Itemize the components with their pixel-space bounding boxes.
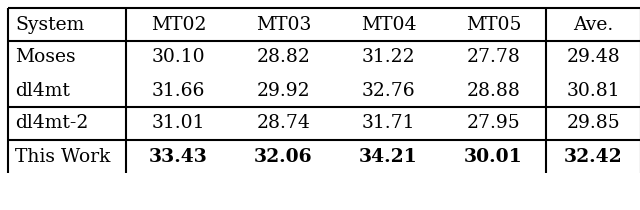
- Text: 32.42: 32.42: [564, 147, 623, 165]
- Text: 31.66: 31.66: [152, 81, 205, 100]
- Text: 30.01: 30.01: [464, 147, 523, 165]
- Text: 27.95: 27.95: [467, 114, 520, 133]
- Text: 28.82: 28.82: [257, 49, 310, 67]
- Text: MT04: MT04: [361, 16, 416, 34]
- Text: Ave.: Ave.: [573, 16, 614, 34]
- Text: Moses: Moses: [15, 49, 76, 67]
- Text: 29.92: 29.92: [257, 81, 310, 100]
- Text: 30.81: 30.81: [566, 81, 620, 100]
- Text: 31.01: 31.01: [152, 114, 205, 133]
- Text: 31.71: 31.71: [362, 114, 415, 133]
- Text: MT02: MT02: [151, 16, 206, 34]
- Text: 28.74: 28.74: [257, 114, 310, 133]
- Text: 29.48: 29.48: [566, 49, 620, 67]
- Text: 31.22: 31.22: [362, 49, 415, 67]
- Text: MT03: MT03: [256, 16, 311, 34]
- Text: 30.10: 30.10: [152, 49, 205, 67]
- Text: 27.78: 27.78: [467, 49, 520, 67]
- Text: System: System: [15, 16, 84, 34]
- Text: dl4mt-2: dl4mt-2: [15, 114, 88, 133]
- Text: 29.85: 29.85: [566, 114, 620, 133]
- Text: MT05: MT05: [466, 16, 521, 34]
- Text: dl4mt: dl4mt: [15, 81, 70, 100]
- Text: This Work: This Work: [15, 147, 110, 165]
- Text: 34.21: 34.21: [359, 147, 418, 165]
- Text: 28.88: 28.88: [467, 81, 520, 100]
- Text: 32.06: 32.06: [254, 147, 313, 165]
- Text: 32.76: 32.76: [362, 81, 415, 100]
- Text: 33.43: 33.43: [149, 147, 208, 165]
